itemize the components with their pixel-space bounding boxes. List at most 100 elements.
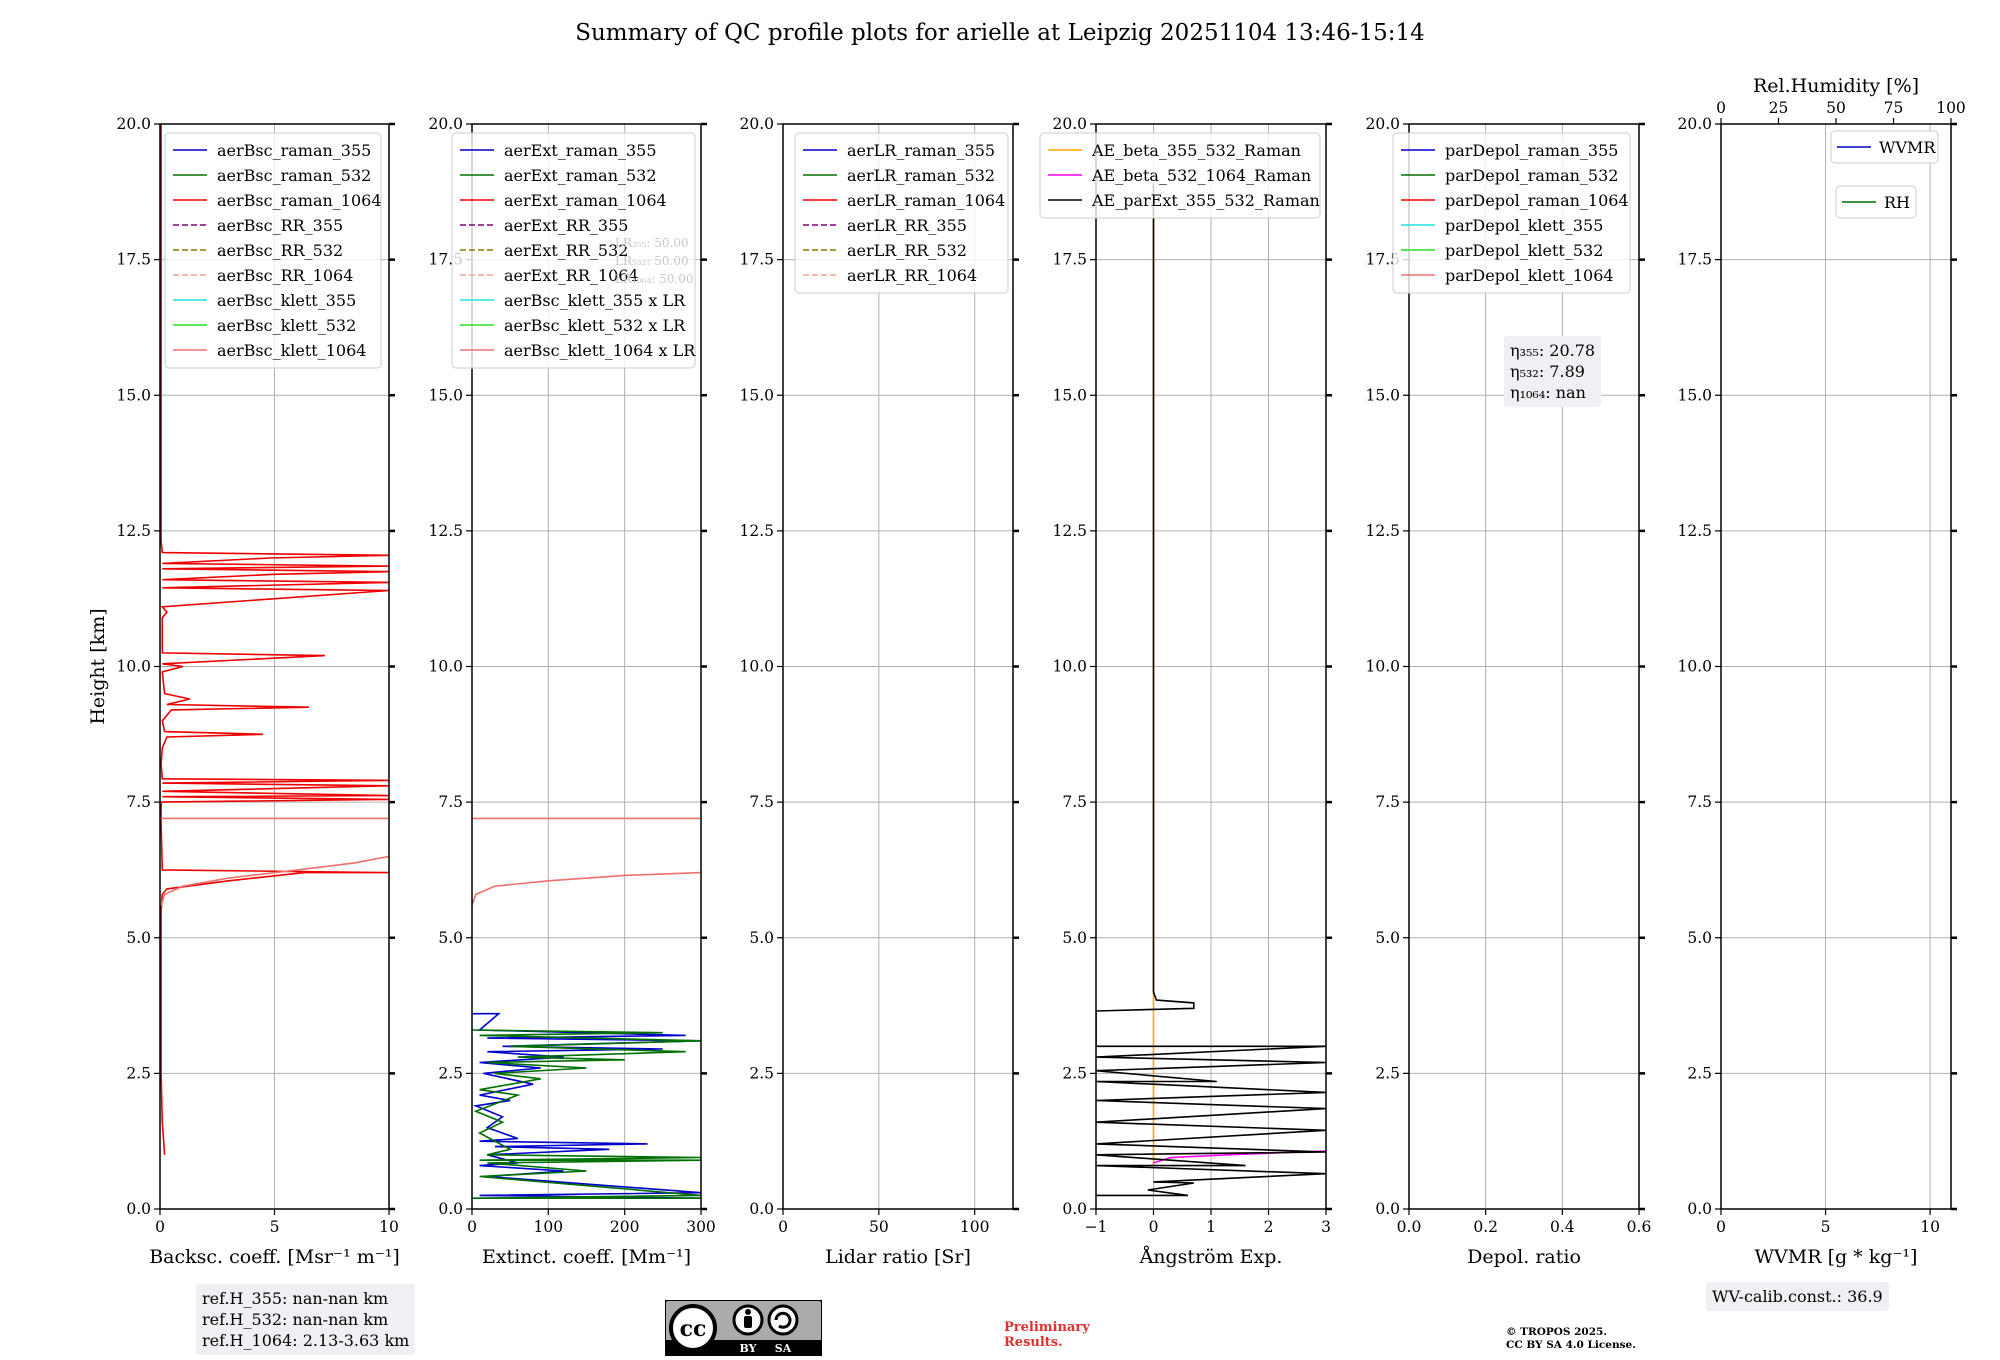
x-tick-label: 300 <box>686 1218 716 1236</box>
y-tick-label: 7.5 <box>1375 793 1400 811</box>
ref-height-1064: ref.H_1064: 2.13-3.63 km <box>202 1331 410 1350</box>
y-tick-label: 17.5 <box>739 251 774 269</box>
y-tick-label: 17.5 <box>1677 251 1712 269</box>
legend: WVMR RH <box>1830 130 1939 219</box>
x-tick-label: 0 <box>1716 1218 1726 1236</box>
panel-4: 0.0 2.5 5.0 7.5 10.0 12.5 15.0 17.5 20.0 −1 0 1 2 3 Ån… <box>1039 115 1332 1268</box>
x-tick-label: 2 <box>1264 1218 1274 1236</box>
y-tick-label: 15.0 <box>1365 386 1400 404</box>
y-tick-label: 10.0 <box>428 658 463 676</box>
legend-entry: aerExt_RR_532 <box>504 241 628 260</box>
reference-height-box: ref.H_355: nan-nan km ref.H_532: nan-nan… <box>196 1284 416 1355</box>
y-tick-label: 12.5 <box>428 522 463 540</box>
x-tick-label: 100 <box>534 1218 564 1236</box>
x-tick-label: 0 <box>467 1218 477 1236</box>
top-x-tick-label: 75 <box>1884 99 1904 117</box>
y-tick-label: 5.0 <box>126 929 151 947</box>
legend-entry: aerExt_raman_355 <box>504 141 657 160</box>
legend-entry: aerExt_RR_355 <box>504 216 628 235</box>
x-axis-label: Depol. ratio <box>1467 1246 1581 1268</box>
x-tick-label: 0.2 <box>1473 1218 1498 1236</box>
x-axis-label: WVMR [g * kg⁻¹] <box>1755 1246 1918 1268</box>
legend-entry: aerLR_raman_355 <box>847 141 995 160</box>
legend-entry: aerLR_raman_1064 <box>847 191 1005 210</box>
legend-box <box>164 132 382 369</box>
y-tick-label: 0.0 <box>1375 1200 1400 1218</box>
legend-entry: aerBsc_raman_1064 <box>217 191 382 210</box>
legend-entry: aerBsc_klett_355 <box>217 291 356 310</box>
panel-5: 0.0 2.5 5.0 7.5 10.0 12.5 15.0 17.5 20.0 0.0 0.2 0.… <box>1365 115 1651 1268</box>
top-x-tick-label: 0 <box>1716 99 1726 117</box>
eta-355: η₃₅₅: 20.78 <box>1510 341 1596 360</box>
y-tick-label: 20.0 <box>116 115 151 133</box>
y-tick-label: 20.0 <box>1677 115 1712 133</box>
legend-entry: aerLR_raman_532 <box>847 166 995 185</box>
legend-entry: RH <box>1884 193 1910 212</box>
panel-2: 0.02.55.07.510.012.515.017.520.00 100 200 3… <box>428 115 715 1268</box>
legend-entry: AE_beta_532_1064_Raman <box>1091 166 1311 185</box>
y-tick-label: 2.5 <box>749 1064 774 1082</box>
y-tick-label: 10.0 <box>1677 658 1712 676</box>
y-tick-label: 5.0 <box>1062 929 1087 947</box>
lr-annotation: LR₃₅₅: 50.00 <box>615 236 689 250</box>
x-tick-label: −1 <box>1085 1218 1108 1236</box>
y-tick-label: 7.5 <box>126 793 151 811</box>
x-tick-label: 0 <box>1149 1218 1159 1236</box>
y-tick-label: 5.0 <box>1375 929 1400 947</box>
series-aerBsc_klett_1064 <box>160 855 389 906</box>
legend-entry: parDepol_klett_532 <box>1445 241 1603 260</box>
y-tick-label: 2.5 <box>1062 1064 1087 1082</box>
y-tick-label: 20.0 <box>428 115 463 133</box>
series-aerBsc_raman_1064 <box>160 124 389 1155</box>
panel-6: 0.02.55.07.510.012.515.017.520.00 5 10WVMR… <box>1677 75 1965 1268</box>
eta-532: η₅₃₂: 7.89 <box>1510 362 1585 381</box>
ref-height-355: ref.H_355: nan-nan km <box>202 1289 389 1308</box>
y-tick-label: 0.0 <box>126 1200 151 1218</box>
legend-box <box>1039 132 1321 219</box>
y-tick-label: 20.0 <box>1052 115 1087 133</box>
y-tick-label: 2.5 <box>126 1064 151 1082</box>
x-tick-label: 10 <box>1920 1218 1940 1236</box>
y-tick-label: 20.0 <box>739 115 774 133</box>
legend-entry: aerBsc_RR_1064 <box>217 266 353 285</box>
y-tick-label: 0.0 <box>438 1200 463 1218</box>
series-aerBsc_klett_1064 x LR <box>472 871 701 906</box>
x-tick-label: 1 <box>1206 1218 1216 1236</box>
legend-entry: aerBsc_RR_355 <box>217 216 343 235</box>
legend-box <box>1392 132 1631 294</box>
y-tick-label: 7.5 <box>1062 793 1087 811</box>
y-tick-label: 7.5 <box>438 793 463 811</box>
x-axis-label: Ångström Exp. <box>1139 1246 1283 1268</box>
cc-icon <box>669 1304 717 1352</box>
y-tick-label: 15.0 <box>1677 386 1712 404</box>
y-tick-label: 12.5 <box>116 522 151 540</box>
legend-entry: AE_beta_355_532_Raman <box>1091 141 1301 160</box>
y-tick-label: 2.5 <box>438 1064 463 1082</box>
cc-by-sa-license-badge: cc BY SA <box>665 1300 822 1356</box>
legend: aerLR_raman_355 aerLR_raman_532 aerLR_rama… <box>794 132 1009 294</box>
legend-entry: parDepol_raman_355 <box>1445 141 1618 160</box>
figure-title: Summary of QC profile plots for arielle … <box>575 20 1425 46</box>
y-tick-label: 12.5 <box>1677 522 1712 540</box>
y-tick-label: 2.5 <box>1687 1064 1712 1082</box>
y-tick-label: 7.5 <box>749 793 774 811</box>
series-AE_parExt_355_532_Raman <box>1096 183 1326 1197</box>
y-tick-label: 12.5 <box>1365 522 1400 540</box>
panel-1: 0.0 2.5 5.0 7.5 10.0 12.5 15.0 17.5 20.0 0 5 10 Back… <box>87 115 400 1268</box>
y-tick-label: 12.5 <box>739 522 774 540</box>
preliminary-results-note: Preliminary Results. <box>1004 1320 1090 1350</box>
y-tick-label: 10.0 <box>1365 658 1400 676</box>
x-tick-label: 0 <box>778 1218 788 1236</box>
legend-entry: aerLR_RR_355 <box>847 216 967 235</box>
y-tick-label: 2.5 <box>1375 1064 1400 1082</box>
legend-entry: AE_parExt_355_532_Raman <box>1091 191 1320 210</box>
legend-box <box>794 132 1009 294</box>
y-tick-label: 17.5 <box>1052 251 1087 269</box>
y-tick-label: 15.0 <box>1052 386 1087 404</box>
y-axis-label: Height [km] <box>87 608 109 724</box>
wv-calibration-box: WV-calib.const.: 36.9 <box>1706 1282 1889 1311</box>
lr-annotation: LR₅₃₂: 50.00 <box>615 254 689 268</box>
legend-entry: parDepol_raman_1064 <box>1445 191 1629 210</box>
copyright-line-1: © TROPOS 2025. <box>1506 1326 1608 1338</box>
y-tick-label: 15.0 <box>428 386 463 404</box>
